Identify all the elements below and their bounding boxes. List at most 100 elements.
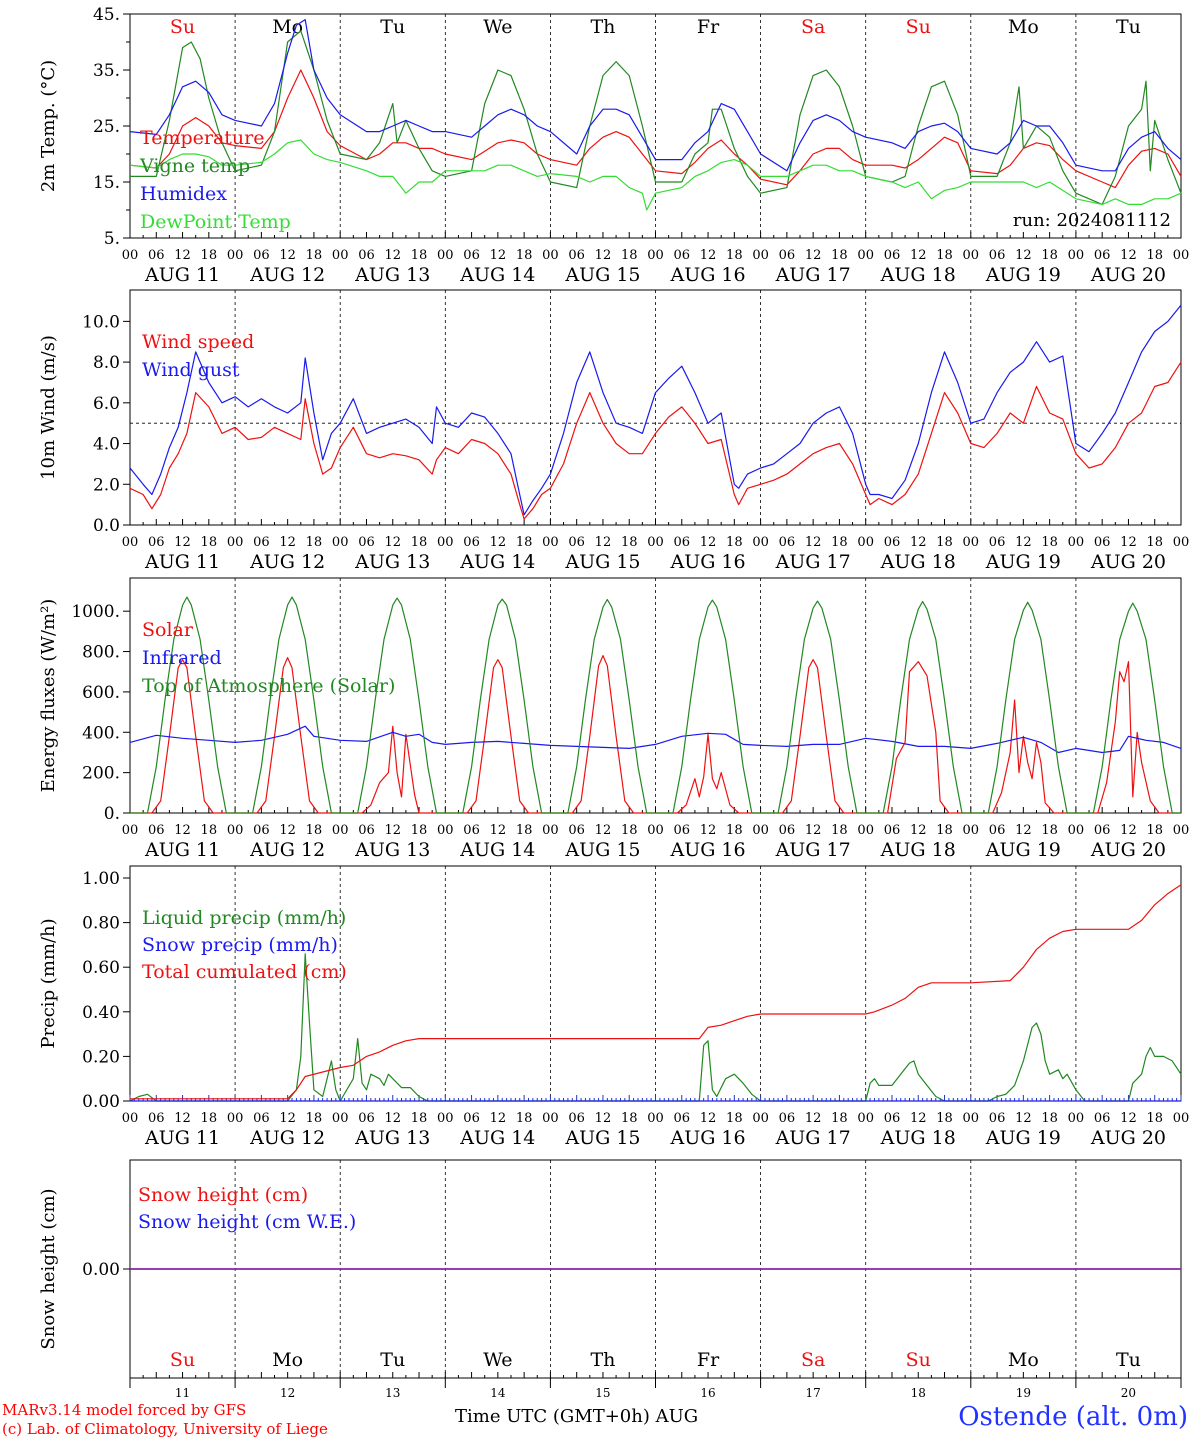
legend-entry: Infrared xyxy=(142,647,222,669)
y-tick-label: 45. xyxy=(93,5,120,25)
x-date-label: AUG 12 xyxy=(249,1127,325,1149)
x-hour-label: 00 xyxy=(857,1111,874,1126)
weekday-label: Sa xyxy=(801,16,825,38)
legend-entry: Snow precip (mm/h) xyxy=(142,934,338,956)
legend-entry: Solar xyxy=(142,619,194,641)
x-hour-label: 18 xyxy=(621,248,638,263)
x-hour-label: 00 xyxy=(647,535,664,550)
bottom-day-number: 16 xyxy=(700,1386,715,1400)
x-hour-label: 06 xyxy=(884,823,901,838)
x-date-label: AUG 18 xyxy=(880,839,956,861)
x-hour-label: 00 xyxy=(1173,823,1190,838)
x-hour-label: 12 xyxy=(490,823,507,838)
y-tick-label: 600. xyxy=(82,683,120,703)
y-tick-label: 800. xyxy=(82,643,120,663)
x-hour-label: 18 xyxy=(831,248,848,263)
x-date-label: AUG 14 xyxy=(459,839,535,861)
x-date-label: AUG 13 xyxy=(354,839,430,861)
y-tick-label: 1000. xyxy=(71,602,120,622)
weekday-label: Tu xyxy=(1116,16,1141,38)
weekday-label: Th xyxy=(590,1349,615,1371)
y-axis-label-temp: 2m Temp. (°C) xyxy=(38,60,59,192)
y-tick-label: 0.40 xyxy=(82,1003,120,1023)
x-hour-label: 18 xyxy=(201,248,218,263)
legend-entry: Total cumulated (cm) xyxy=(142,961,347,983)
x-hour-label: 18 xyxy=(1146,1111,1163,1126)
bottom-day-number: 12 xyxy=(280,1386,295,1400)
x-date-label: AUG 18 xyxy=(880,1127,956,1149)
x-hour-label: 00 xyxy=(1068,248,1085,263)
x-hour-label: 06 xyxy=(779,823,796,838)
series-line-wind-speed xyxy=(129,361,1182,520)
x-hour-label: 12 xyxy=(174,535,191,550)
x-hour-label: 12 xyxy=(910,1111,927,1126)
x-date-label: AUG 20 xyxy=(1090,551,1166,573)
x-hour-label: 18 xyxy=(936,248,953,263)
x-hour-label: 18 xyxy=(306,823,323,838)
x-hour-label: 12 xyxy=(384,823,401,838)
series-line-infrared xyxy=(129,725,1182,754)
x-hour-label: 00 xyxy=(437,535,454,550)
weekday-label: Mo xyxy=(1008,16,1039,38)
y-tick-label: 0. xyxy=(104,804,120,824)
x-hour-label: 00 xyxy=(1068,823,1085,838)
weekday-label: Tu xyxy=(380,1349,405,1371)
series-line-wind-gust xyxy=(129,304,1182,516)
x-hour-label: 00 xyxy=(963,248,980,263)
x-date-label: AUG 18 xyxy=(880,551,956,573)
x-hour-label: 18 xyxy=(831,1111,848,1126)
time-axis-label: Time UTC (GMT+0h) AUG xyxy=(455,1406,699,1427)
x-hour-label: 18 xyxy=(1146,535,1163,550)
y-tick-label: 35. xyxy=(93,61,120,81)
x-date-label: AUG 16 xyxy=(669,1127,745,1149)
x-date-label: AUG 11 xyxy=(144,1127,220,1149)
x-hour-label: 12 xyxy=(174,823,191,838)
x-hour-label: 18 xyxy=(201,535,218,550)
y-tick-label: 1.00 xyxy=(82,869,120,889)
y-tick-label: 400. xyxy=(82,723,120,743)
x-date-label: AUG 15 xyxy=(564,1127,640,1149)
legend-entry: Humidex xyxy=(140,183,227,205)
x-date-label: AUG 15 xyxy=(564,264,640,286)
series-line-humidex xyxy=(129,19,1182,172)
x-hour-label: 00 xyxy=(122,535,139,550)
y-tick-label: 0.80 xyxy=(82,914,120,934)
weekday-label: Su xyxy=(906,1349,931,1371)
y-tick-label: 4.0 xyxy=(93,435,120,455)
y-tick-label: 200. xyxy=(82,764,120,784)
x-hour-label: 18 xyxy=(411,535,428,550)
legend-entry: Vigne temp xyxy=(139,155,250,177)
x-hour-label: 00 xyxy=(963,1111,980,1126)
x-date-label: AUG 19 xyxy=(985,551,1061,573)
x-hour-label: 00 xyxy=(332,248,349,263)
weekday-label: Fr xyxy=(697,16,720,38)
x-hour-label: 12 xyxy=(700,248,717,263)
x-date-label: AUG 11 xyxy=(144,839,220,861)
x-date-label: AUG 17 xyxy=(775,839,851,861)
x-date-label: AUG 13 xyxy=(354,1127,430,1149)
x-hour-label: 00 xyxy=(857,535,874,550)
x-hour-label: 06 xyxy=(463,823,480,838)
x-hour-label: 12 xyxy=(595,823,612,838)
bottom-day-number: 18 xyxy=(911,1386,926,1400)
series-line-top-of-atmosphere-solar- xyxy=(130,596,1181,814)
x-hour-label: 00 xyxy=(1068,535,1085,550)
x-hour-label: 18 xyxy=(936,823,953,838)
x-date-label: AUG 19 xyxy=(985,264,1061,286)
x-hour-label: 12 xyxy=(700,535,717,550)
x-hour-label: 12 xyxy=(174,1111,191,1126)
x-hour-label: 06 xyxy=(674,248,691,263)
lab-credit: (c) Lab. of Climatology, University of L… xyxy=(2,1420,328,1438)
bottom-day-number: 17 xyxy=(806,1386,821,1400)
x-hour-label: 18 xyxy=(516,248,533,263)
x-hour-label: 12 xyxy=(910,248,927,263)
weekday-label: Mo xyxy=(1008,1349,1039,1371)
x-hour-label: 06 xyxy=(253,1111,270,1126)
x-hour-label: 00 xyxy=(542,1111,559,1126)
x-hour-label: 00 xyxy=(542,823,559,838)
series-line-vigne-temp xyxy=(130,30,1182,205)
x-hour-label: 00 xyxy=(647,248,664,263)
x-hour-label: 12 xyxy=(805,535,822,550)
x-hour-label: 18 xyxy=(936,1111,953,1126)
